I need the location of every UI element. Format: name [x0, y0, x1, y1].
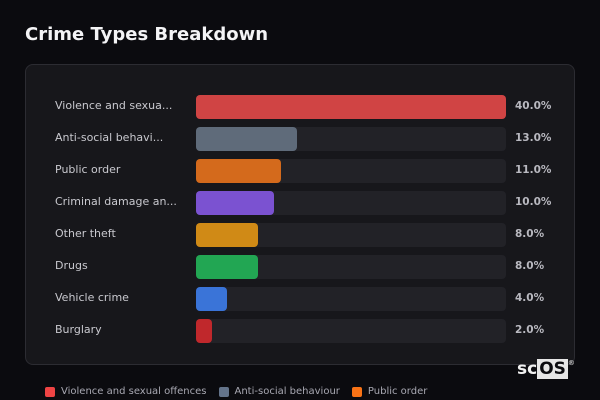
legend-swatch-icon [218, 386, 229, 397]
legend-label: Violence and sexual offences [61, 386, 207, 397]
bar-track [196, 319, 506, 343]
bar-track [196, 255, 506, 279]
bar-fill[interactable] [196, 223, 258, 247]
legend-item[interactable]: Anti-social behaviour [218, 386, 340, 397]
bar-fill[interactable] [196, 191, 274, 215]
bar-label: Drugs [55, 259, 88, 272]
bar-track [196, 159, 506, 183]
chart-card: Violence and sexua... 40.0% Anti-social be… [25, 64, 575, 365]
bar-label: Violence and sexua... [55, 99, 173, 112]
bar-row[interactable]: Criminal damage an... 10.0% [26, 191, 574, 215]
bar-row[interactable]: Other theft 8.0% [26, 223, 574, 247]
bar-track [196, 223, 506, 247]
bar-label: Anti-social behavi... [55, 131, 164, 144]
bar-track [196, 127, 506, 151]
chart-legend: Violence and sexual offences Anti-social … [45, 386, 427, 397]
bar-value: 8.0% [515, 260, 545, 272]
bar-fill[interactable] [196, 319, 212, 343]
bar-value: 8.0% [515, 228, 545, 240]
legend-label: Anti-social behaviour [234, 386, 340, 397]
bar-track [196, 191, 506, 215]
bar-track [196, 95, 506, 119]
bar-fill[interactable] [196, 95, 506, 119]
bar-row[interactable]: Public order 11.0% [26, 159, 574, 183]
registered-mark: ® [567, 359, 575, 367]
bar-row[interactable]: Burglary 2.0% [26, 319, 574, 343]
bar-label: Public order [55, 163, 121, 176]
bar-value: 40.0% [515, 100, 552, 112]
page-title: Crime Types Breakdown [25, 24, 269, 45]
logo-prefix: sc [517, 359, 538, 379]
bar-fill[interactable] [196, 287, 227, 311]
legend-swatch-icon [45, 386, 55, 397]
bar-fill[interactable] [196, 255, 258, 279]
bar-label: Criminal damage an... [55, 195, 177, 208]
logo-os: OS [537, 359, 568, 379]
bar-label: Burglary [55, 323, 102, 336]
bar-value: 10.0% [515, 196, 552, 208]
bar-value: 4.0% [515, 292, 545, 304]
bar-label: Other theft [55, 227, 116, 240]
legend-label: Public order [367, 386, 428, 397]
bar-row[interactable]: Anti-social behavi... 13.0% [26, 127, 574, 151]
legend-item[interactable]: Violence and sexual offences [45, 386, 207, 397]
bar-fill[interactable] [196, 127, 297, 151]
legend-item[interactable]: Public order [351, 386, 428, 397]
bar-value: 13.0% [515, 132, 552, 144]
bar-fill[interactable] [196, 159, 282, 183]
bar-row[interactable]: Vehicle crime 4.0% [26, 287, 574, 311]
bar-value: 11.0% [515, 164, 552, 176]
bar-row[interactable]: Violence and sexua... 40.0% [26, 95, 574, 119]
bar-label: Vehicle crime [55, 291, 129, 304]
legend-swatch-icon [351, 386, 362, 397]
bar-value: 2.0% [515, 324, 545, 336]
watermark-logo: sc OS ® [517, 359, 575, 379]
bar-row[interactable]: Drugs 8.0% [26, 255, 574, 279]
bar-track [196, 287, 506, 311]
